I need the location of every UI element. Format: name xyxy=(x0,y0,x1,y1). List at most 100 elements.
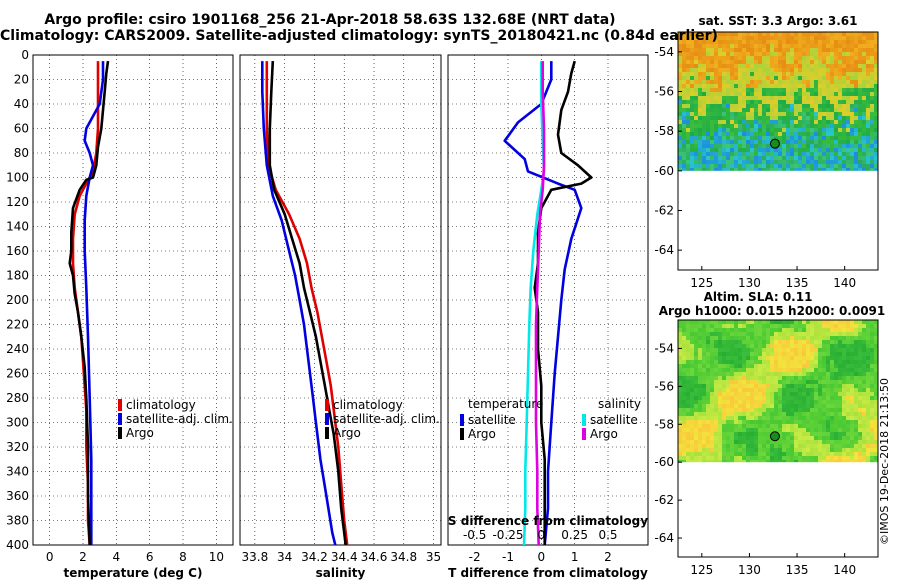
sst-map-cell xyxy=(758,92,762,96)
sla-map-cell xyxy=(862,328,866,332)
sst-map-cell xyxy=(838,164,842,168)
sst-map-cell xyxy=(802,76,806,80)
sst-map-cell xyxy=(690,32,694,36)
sla-map-cell xyxy=(686,428,690,432)
sla-map-cell xyxy=(822,388,826,392)
sla-map-cell xyxy=(870,432,874,436)
sst-map-cell xyxy=(810,60,814,64)
sst-map-cell xyxy=(826,32,830,36)
sla-map-cell xyxy=(766,384,770,388)
sla-map-cell xyxy=(794,404,798,408)
sst-map-cell xyxy=(790,92,794,96)
sla-map-cell xyxy=(698,360,702,364)
sla-map-cell xyxy=(822,320,826,324)
sla-map-cell xyxy=(786,412,790,416)
sst-map-cell xyxy=(854,48,858,52)
sst-map-cell xyxy=(766,32,770,36)
sla-map-cell xyxy=(698,352,702,356)
sla-map-cell xyxy=(706,436,710,440)
sst-map-cell xyxy=(778,44,782,48)
sla-map-cell xyxy=(718,352,722,356)
sst-map-cell xyxy=(770,60,774,64)
sla-map-cell xyxy=(706,424,710,428)
sst-map-cell xyxy=(794,152,798,156)
sla-map-cell xyxy=(782,392,786,396)
sla-map-cell xyxy=(730,416,734,420)
sla-map-cell xyxy=(754,396,758,400)
sla-map-cell xyxy=(826,376,830,380)
sla-map-cell xyxy=(794,328,798,332)
sla-map-cell xyxy=(758,436,762,440)
sst-map-cell xyxy=(834,152,838,156)
sst-map-cell xyxy=(730,36,734,40)
sst-map-cell xyxy=(858,136,862,140)
sst-map-cell xyxy=(798,40,802,44)
sla-map-cell xyxy=(706,348,710,352)
sla-map-cell xyxy=(702,348,706,352)
sla-map-cell xyxy=(818,440,822,444)
sla-map-cell xyxy=(774,460,778,463)
sla-map-cell xyxy=(778,360,782,364)
sst-map-cell xyxy=(866,68,870,72)
sla-map-cell xyxy=(782,412,786,416)
sst-map-cell xyxy=(874,108,878,112)
sla-map-cell xyxy=(682,332,686,336)
sst-map-cell xyxy=(842,128,846,132)
sla-map-cell xyxy=(794,448,798,452)
sst-map-cell xyxy=(786,136,790,140)
sla-map-cell xyxy=(690,404,694,408)
sla-map-cell xyxy=(742,376,746,380)
sst-map-cell xyxy=(686,84,690,88)
sla-map-cell xyxy=(778,392,782,396)
sla-map-cell xyxy=(766,356,770,360)
sla-map-cell xyxy=(742,396,746,400)
sla-map-cell xyxy=(682,384,686,388)
sst-map-cell xyxy=(874,120,878,124)
sla-map-cell xyxy=(826,352,830,356)
sla-map-cell xyxy=(802,456,806,460)
sst-map-cell xyxy=(770,148,774,152)
sst-map-cell xyxy=(698,88,702,92)
sla-map-cell xyxy=(870,340,874,344)
sla-map-cell xyxy=(854,460,858,463)
sst-map-cell xyxy=(690,132,694,136)
sla-map-cell xyxy=(686,448,690,452)
sla-map-cell xyxy=(850,408,854,412)
sla-map-cell xyxy=(802,400,806,404)
sst-map-cell xyxy=(850,72,854,76)
sst-map-cell xyxy=(738,80,742,84)
depth-tick-label: 340 xyxy=(6,465,29,479)
sla-map-cell xyxy=(766,364,770,368)
sla-map-cell xyxy=(842,388,846,392)
sla-map-cell xyxy=(746,412,750,416)
sst-map-cell xyxy=(734,160,738,164)
sst-map-cell xyxy=(814,88,818,92)
sst-map-cell xyxy=(770,120,774,124)
sla-map-cell xyxy=(718,452,722,456)
sla-map-cell xyxy=(822,372,826,376)
sst-map-cell xyxy=(814,140,818,144)
sla-map-cell xyxy=(802,408,806,412)
sst-map-cell xyxy=(870,72,874,76)
sst-map-cell xyxy=(730,116,734,120)
sst-map-cell xyxy=(830,140,834,144)
sla-map-cell xyxy=(766,380,770,384)
sla-map-cell xyxy=(858,364,862,368)
sst-map-cell xyxy=(806,56,810,60)
sla-map-cell xyxy=(702,356,706,360)
sla-map-cell xyxy=(738,328,742,332)
sst-map-cell xyxy=(746,140,750,144)
sla-map-cell xyxy=(730,372,734,376)
sst-map-cell xyxy=(818,68,822,72)
sla-map-cell xyxy=(838,444,842,448)
sla-map-cell xyxy=(770,400,774,404)
sst-map-cell xyxy=(702,140,706,144)
sla-map-cell xyxy=(738,456,742,460)
sla-map-cell xyxy=(782,456,786,460)
sst-map-cell xyxy=(814,68,818,72)
sla-map-cell xyxy=(862,344,866,348)
sst-map-cell xyxy=(790,56,794,60)
sla-map-cell xyxy=(734,348,738,352)
sst-map-cell xyxy=(842,56,846,60)
sla-map-cell xyxy=(710,324,714,328)
